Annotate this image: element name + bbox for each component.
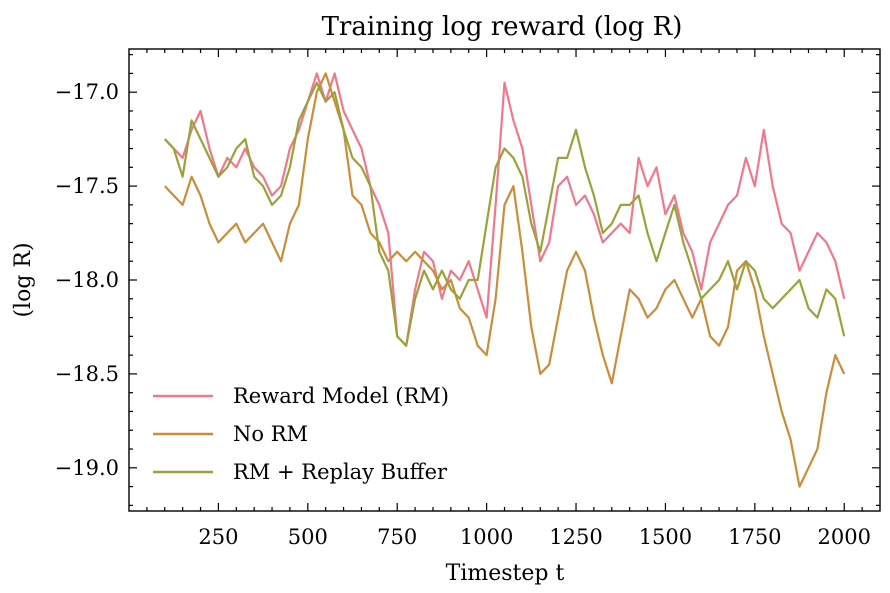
y-axis-title: (log R) (11, 242, 36, 317)
legend-label-0: Reward Model (RM) (233, 384, 449, 408)
legend-label-1: No RM (233, 422, 308, 446)
x-tick-label: 750 (377, 525, 417, 549)
axis-ticks (129, 49, 880, 511)
x-tick-label: 1250 (549, 525, 602, 549)
series-line-2 (164, 81, 846, 347)
legend: Reward Model (RM) No RM RM + Replay Buffer (153, 384, 449, 484)
y-tick-label: −18.5 (55, 362, 119, 386)
x-tick-label: 1000 (460, 525, 513, 549)
x-tick-label: 2000 (818, 525, 871, 549)
y-tick-label: −17.5 (55, 174, 119, 198)
y-tick-labels: −17.0 −17.5 −18.0 −18.5 −19.0 (55, 80, 119, 480)
y-tick-label: −18.0 (55, 268, 119, 292)
x-tick-labels: 250 500 750 1000 1250 1500 1750 2000 (198, 525, 871, 549)
plot-lines (164, 72, 846, 488)
x-tick-label: 500 (288, 525, 328, 549)
x-axis-title: Timestep t (446, 561, 565, 586)
x-tick-label: 250 (198, 525, 238, 549)
chart-title: Training log reward (log R) (322, 12, 683, 42)
legend-label-2: RM + Replay Buffer (233, 460, 448, 484)
series-line-1 (164, 72, 846, 488)
y-tick-label: −17.0 (55, 80, 119, 104)
x-tick-label: 1750 (728, 525, 781, 549)
y-tick-label: −19.0 (55, 456, 119, 480)
x-tick-label: 1500 (639, 525, 692, 549)
series-line-0 (164, 72, 846, 347)
